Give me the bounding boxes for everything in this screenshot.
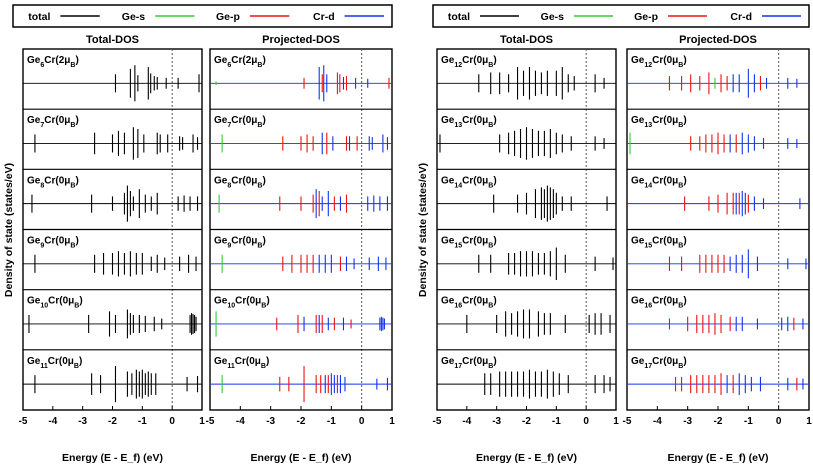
column-title: Projected-DOS xyxy=(262,34,340,46)
legend-label: total xyxy=(448,11,470,23)
x-tick-label: -4 xyxy=(462,416,471,427)
cluster-label: Ge13Cr(0μB) xyxy=(631,115,687,128)
x-tick-label: -4 xyxy=(48,416,57,427)
x-axis-label: Energy (E - E_f) (eV) xyxy=(251,452,352,464)
y-axis-label: Density of state (states/eV) xyxy=(417,163,429,297)
x-tick-label: 0 xyxy=(583,416,589,427)
x-tick-label: -1 xyxy=(327,416,336,427)
cluster-label: Ge16Cr(0μB) xyxy=(631,296,687,310)
x-tick-label: 1 xyxy=(806,416,812,427)
cluster-label: Ge14Cr(0μB) xyxy=(631,175,687,189)
cluster-label: Ge15Cr(0μB) xyxy=(441,236,497,250)
column-title: Projected-DOS xyxy=(679,34,757,46)
cluster-label: Ge16Cr(0μB) xyxy=(441,296,497,310)
x-tick-label: -5 xyxy=(206,416,215,427)
x-axis-label: Energy (E - E_f) (eV) xyxy=(668,452,769,464)
x-tick-label: 1 xyxy=(613,416,619,427)
legend-label: Ge-s xyxy=(122,11,146,23)
legend-label: total xyxy=(28,11,50,23)
legend-label: Cr-d xyxy=(313,11,335,23)
x-tick-label: -2 xyxy=(108,416,117,427)
cluster-label: Ge8Cr(0μB) xyxy=(214,175,266,189)
x-tick-label: -5 xyxy=(433,416,442,427)
cluster-label: Ge9Cr(0μB) xyxy=(214,236,266,250)
cluster-label: Ge15Cr(0μB) xyxy=(631,236,687,250)
y-axis-label: Density of state (states/eV) xyxy=(3,163,15,297)
column-title: Total-DOS xyxy=(86,34,139,46)
x-tick-label: -2 xyxy=(714,416,723,427)
cluster-label: Ge7Cr(0μB) xyxy=(27,115,79,128)
cluster-label: Ge6Cr(2μB) xyxy=(214,55,266,69)
cluster-label: Ge12Cr(0μB) xyxy=(631,55,687,69)
cluster-label: Ge10Cr(0μB) xyxy=(214,296,270,310)
x-tick-label: -2 xyxy=(522,416,531,427)
cluster-label: Ge6Cr(2μB) xyxy=(27,55,79,69)
x-tick-label: -1 xyxy=(552,416,561,427)
x-tick-label: 0 xyxy=(359,416,365,427)
cluster-label: Ge11Cr(0μB) xyxy=(27,356,82,370)
legend-label: Ge-p xyxy=(216,11,240,23)
legend-label: Ge-p xyxy=(634,11,658,23)
x-tick-label: 1 xyxy=(199,416,205,427)
cluster-label: Ge7Cr(0μB) xyxy=(214,115,266,128)
x-tick-label: -5 xyxy=(19,416,28,427)
cluster-label: Ge9Cr(0μB) xyxy=(27,236,79,250)
x-tick-label: -1 xyxy=(138,416,147,427)
x-tick-label: -3 xyxy=(266,416,275,427)
x-axis-label: Energy (E - E_f) (eV) xyxy=(62,452,163,464)
cluster-label: Ge8Cr(0μB) xyxy=(27,175,79,189)
legend-box xyxy=(432,4,810,28)
legend-label: Cr-d xyxy=(730,11,752,23)
column-title: Total-DOS xyxy=(500,34,553,46)
cluster-label: Ge10Cr(0μB) xyxy=(27,296,83,310)
cluster-label: Ge11Cr(0μB) xyxy=(214,356,269,370)
x-tick-label: -3 xyxy=(78,416,87,427)
legend-box xyxy=(12,4,393,28)
legend-label: Ge-s xyxy=(541,11,565,23)
x-tick-label: 0 xyxy=(169,416,175,427)
cluster-label: Ge13Cr(0μB) xyxy=(441,115,497,128)
x-tick-label: -3 xyxy=(492,416,501,427)
cluster-label: Ge12Cr(0μB) xyxy=(441,55,497,69)
cluster-label: Ge14Cr(0μB) xyxy=(441,175,497,189)
x-tick-label: -5 xyxy=(623,416,632,427)
x-tick-label: -3 xyxy=(683,416,692,427)
x-tick-label: -4 xyxy=(653,416,662,427)
x-axis-label: Energy (E - E_f) (eV) xyxy=(476,452,577,464)
x-tick-label: 1 xyxy=(389,416,395,427)
x-tick-label: 0 xyxy=(776,416,782,427)
x-tick-label: -4 xyxy=(236,416,245,427)
cluster-label: Ge17Cr(0μB) xyxy=(631,356,687,370)
cluster-label: Ge17Cr(0μB) xyxy=(441,356,497,370)
x-tick-label: -1 xyxy=(744,416,753,427)
x-tick-label: -2 xyxy=(297,416,306,427)
